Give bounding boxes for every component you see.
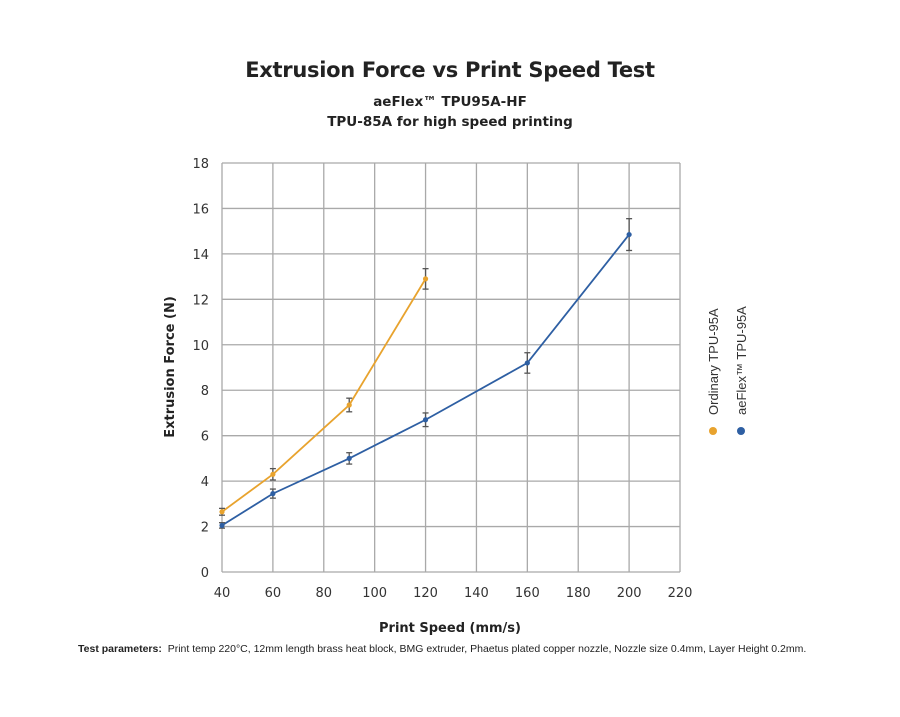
y-tick-label: 0 (201, 566, 209, 581)
x-tick-labels: 40 60 80 100 120 140 160 180 200 220 (214, 586, 693, 601)
y-tick-label: 12 (192, 293, 209, 308)
data-point (626, 231, 632, 238)
data-point (219, 522, 225, 529)
series-line (221, 278, 427, 513)
chart-title: Extrusion Force vs Print Speed Test (245, 58, 655, 82)
x-tick-label: 40 (214, 586, 231, 601)
legend-label: Ordinary TPU-95A (706, 308, 721, 415)
data-point (422, 276, 429, 282)
series-ordinary-tpu-95a (219, 268, 429, 516)
chart-subtitle-1: aeFlex™ TPU95A-HF (373, 94, 527, 110)
x-tick-label: 220 (668, 586, 693, 601)
x-tick-label: 60 (265, 586, 282, 601)
legend-marker (709, 427, 717, 435)
data-point (346, 455, 352, 461)
y-tick-label: 4 (201, 475, 209, 490)
y-axis-label: Extrusion Force (N) (163, 296, 178, 438)
data-point (219, 509, 225, 515)
data-point (270, 491, 276, 497)
x-tick-label: 100 (362, 586, 387, 601)
data-point (270, 471, 276, 477)
y-tick-label: 6 (201, 430, 209, 445)
x-tick-label: 180 (566, 586, 591, 601)
test-parameters-note: Test parameters: Print temp 220°C, 12mm … (78, 643, 806, 655)
data-point (346, 402, 352, 408)
x-axis-label: Print Speed (mm/s) (379, 621, 521, 636)
chart-subtitle-2: TPU-85A for high speed printing (327, 114, 573, 130)
y-tick-label: 14 (192, 248, 209, 263)
series-aeflex-tpu-95a (219, 218, 633, 529)
footer-text: Print temp 220°C, 12mm length brass heat… (167, 643, 807, 655)
grid-lines (221, 162, 681, 573)
legend-label: aeFlex™ TPU-95A (734, 306, 749, 415)
y-tick-labels: 0 2 4 6 8 10 12 14 16 18 (192, 157, 209, 581)
data-point (422, 417, 429, 423)
legend-marker (737, 427, 745, 435)
series-layer (219, 218, 633, 529)
y-tick-label: 10 (192, 339, 209, 354)
x-tick-label: 120 (413, 586, 438, 601)
y-tick-label: 8 (201, 384, 209, 399)
x-tick-label: 140 (464, 586, 489, 601)
y-tick-label: 2 (201, 521, 209, 536)
data-point (524, 360, 530, 366)
y-tick-label: 18 (192, 157, 209, 172)
series-line (221, 234, 630, 527)
x-tick-label: 80 (316, 586, 333, 601)
x-tick-label: 200 (617, 586, 642, 601)
y-tick-label: 16 (192, 202, 209, 217)
x-tick-label: 160 (515, 586, 540, 601)
legend: Ordinary TPU-95A aeFlex™ TPU-95A (706, 306, 749, 435)
footer-label: Test parameters: (78, 643, 162, 655)
